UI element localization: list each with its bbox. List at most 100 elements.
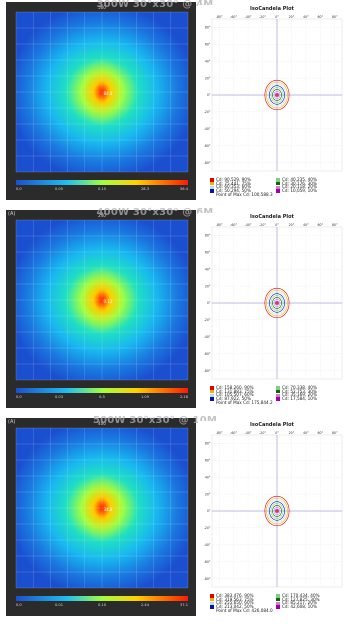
iso-y-tick: -20° [204,526,211,530]
iso-x-tick: 60° [318,223,324,227]
iso-x-tick: -40° [245,431,252,435]
iso-contour [267,291,287,315]
legend-entry: Cd: 87,922, 50% [210,396,251,401]
heatmap-scale-label: 2.18 [180,395,189,399]
heatmap-scale-label: 0.15 [98,187,106,191]
legend-swatch [210,389,214,394]
heatmap-panel-2: 0.12 240 0.0 0.03 0.5 1.09 2.18 (A) [6,210,196,408]
heatmap-scale-label: 0.03 [55,395,63,399]
legend-swatch [210,597,214,602]
heatmap-scale-label: 0.10 [98,603,107,607]
legend-swatch [276,181,280,186]
heatmap-color-scale [16,388,188,393]
iso-contour [267,83,287,107]
legend-swatch [276,397,280,401]
legend-swatch [276,393,280,398]
legend-entry: Cd: 40,235, 40% [276,177,317,182]
iso-y-tick: 20° [205,284,211,288]
legend-entry: Cd: 158,260, 90% [210,385,254,390]
legend-swatch [276,601,280,606]
legend-label: Cd: 35,169, 20% [282,392,317,398]
iso-contour [269,85,285,105]
iso-contour [269,501,285,521]
legend-swatch [276,597,280,602]
iso-x-tick: 20° [289,431,295,435]
iso-legend-3: Cd: 383,476, 90% Cd: 319,563, 75% Cd: 255,… [210,593,344,615]
iso-contour [270,503,284,519]
legend-swatch [210,181,214,186]
iso-title: IsoCandela Plot [250,6,294,12]
iso-x-tick: -20° [259,223,266,227]
iso-y-tick: -20° [204,318,211,322]
heatmap-scale-label: 1.09 [141,395,150,399]
iso-contour [275,92,279,98]
iso-x-tick: -60° [230,431,237,435]
legend-label: Cd: 158,260, 90% [216,385,254,390]
iso-contour [266,81,288,109]
heatmap-svg-2: 0.12 240 0.0 0.03 0.5 1.09 2.18 [15,213,189,399]
legend-label: Cd: 87,922, 50% [216,396,251,402]
legend-entry: Cd: 60,353, 60% [210,184,251,189]
iso-y-tick: -40° [204,335,211,339]
iso-x-tick: -80° [216,15,223,19]
iso-max-point [276,510,278,512]
legend-entry: Cd: 75,441, 75% [210,181,251,186]
iso-title: IsoCandela Plot [250,214,294,220]
iso-x-tick: 40° [303,431,309,435]
legend-label: Cd: 255,650, 60% [216,600,254,606]
legend-entry: Cd: 170,434, 40% [276,593,320,598]
iso-y-tick: 80° [205,234,211,238]
legend-swatch [276,389,280,394]
iso-contour [270,295,284,311]
heatmap-color-scale [16,596,188,601]
legend-entry: Cd: 213,042, 50% [210,604,254,609]
legend-label: Cd: 30,176, 30% [282,180,317,186]
heatmap-top-label: 240 [98,213,106,218]
legend-entry: Cd: 127,825, 30% [276,597,320,602]
iso-y-tick: -80° [204,369,211,373]
iso-contour [266,497,288,525]
iso-svg-1: -80° -60° -40° -20° 0° 20° 40° 60° 80° 80° 60° 40° 2… [204,15,343,172]
heatmap-color-scale [16,180,188,185]
legend-swatch [210,393,214,398]
legend-swatch [276,178,280,182]
legend-label: Cd: 105,507, 60% [216,392,254,398]
heatmap-panel-3: 34.8 400 0.0 0.01 0.10 2.44 37.1 (A) [6,418,196,616]
panel-overlay-title: 400W 30°x30° @ 6M [96,207,214,218]
legend-label: Cd: 17,584, 10% [282,396,317,402]
iso-x-tick: 0° [275,223,279,227]
legend-max-label: Point of Max Cd: 100,588.3 [216,192,273,197]
iso-x-tick: 40° [303,223,309,227]
legend-entry: Cd: 42,608, 10% [276,604,317,609]
iso-x-tick: 80° [332,431,338,435]
legend-label: Cd: 60,353, 60% [216,184,251,190]
iso-contour [272,297,282,309]
legend-label: Cd: 40,235, 40% [282,177,317,182]
iso-x-tick: 80° [332,15,338,19]
iso-contour [264,495,290,527]
iso-y-tick: -20° [204,110,211,114]
iso-title: IsoCandela Plot [250,422,294,428]
heatmap-peak-value: 84.4 [104,91,113,96]
iso-y-tick: -60° [204,352,211,356]
iso-y-tick: 60° [205,43,211,47]
legend-label: Cd: 20,118, 20% [282,184,317,190]
legend-entry: Cd: 35,169, 20% [276,392,317,397]
heatmap-scale-label: 0.0 [16,395,22,399]
panel-overlay-title: 500W 30°x30° @ 10M [92,415,218,426]
legend-swatch [210,605,214,609]
iso-y-tick: 0° [207,509,211,513]
legend-swatch [276,594,280,598]
isocandela-plot-2: IsoCandela Plot -80° -60° -40° -20° 0° 20° 40°… [198,213,346,405]
heatmap-scale-label: 0.01 [55,603,63,607]
chart-panel-1: 84.4 500 0.0 0.05 0.15 28.3 56.4 300W 30°x30° … [0,0,347,202]
iso-x-tick: 20° [289,15,295,19]
legend-swatch [210,386,214,390]
isocandela-plot-3: IsoCandela Plot -80° -60° -40° -20° 0° 20° 40°… [198,421,346,613]
heatmap-scale-label: 0.05 [55,187,63,191]
iso-y-tick: -80° [204,577,211,581]
iso-y-tick: 20° [205,76,211,80]
legend-swatch [276,386,280,390]
iso-contour [264,287,290,319]
iso-y-tick: 0° [207,301,211,305]
